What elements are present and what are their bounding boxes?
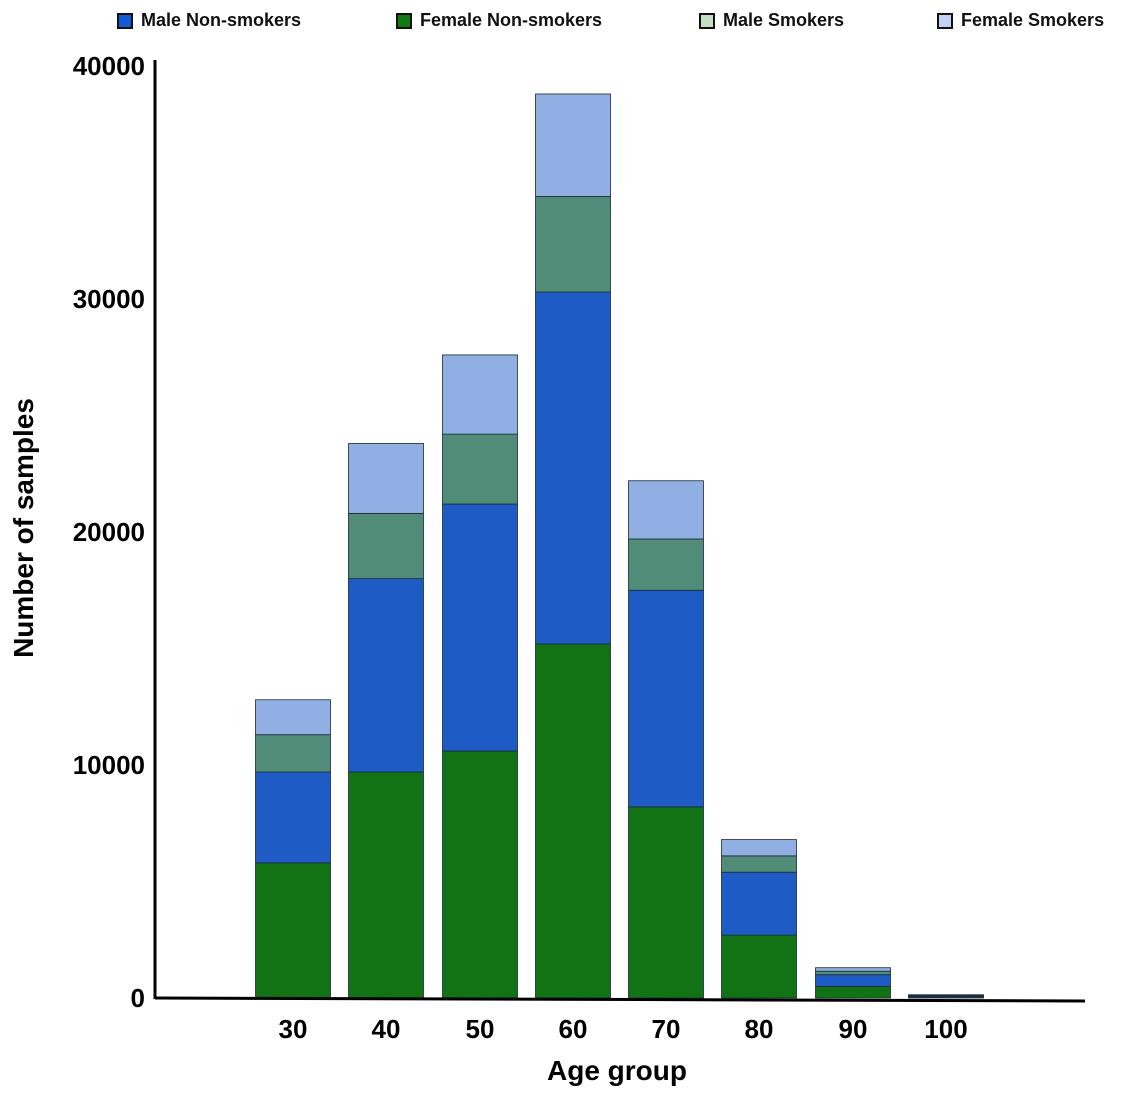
bar-female-smokers-50 <box>442 354 518 435</box>
bar-female-smokers-40 <box>348 443 424 514</box>
legend-item-male-smokers: Male Smokers <box>699 10 844 31</box>
bar-male-non-smokers-70 <box>628 589 704 808</box>
bar-male-non-smokers-30 <box>255 771 331 864</box>
bar-female-smokers-70 <box>628 480 704 540</box>
x-tick-label-60: 60 <box>559 1014 588 1044</box>
bar-male-non-smokers-60 <box>535 291 611 645</box>
x-tick-label-80: 80 <box>745 1014 774 1044</box>
x-tick-label-70: 70 <box>652 1014 681 1044</box>
y-axis-title: Number of samples <box>8 398 39 658</box>
y-tick-label-30000: 30000 <box>73 284 145 314</box>
bar-female-smokers-80 <box>721 839 797 857</box>
x-tick-label-30: 30 <box>279 1014 308 1044</box>
x-tick-label-40: 40 <box>372 1014 401 1044</box>
bar-male-smokers-80 <box>721 855 797 873</box>
bars-group <box>255 93 984 999</box>
bar-female-smokers-90 <box>815 967 891 972</box>
bar-female-non-smokers-40 <box>348 771 424 999</box>
legend-label-female-smokers: Female Smokers <box>961 10 1105 30</box>
legend-swatch-female-smokers <box>937 12 953 29</box>
legend-item-male-non-smokers: Male Non-smokers <box>117 10 301 31</box>
bar-female-smokers-30 <box>255 699 331 736</box>
bar-female-smokers-100 <box>908 994 984 996</box>
bar-female-non-smokers-80 <box>721 934 797 999</box>
bar-female-smokers-60 <box>535 93 611 197</box>
bar-male-smokers-40 <box>348 512 424 579</box>
bar-male-non-smokers-40 <box>348 578 424 773</box>
bar-female-non-smokers-70 <box>628 806 704 999</box>
legend-swatch-female-non-smokers <box>396 12 412 29</box>
bar-female-non-smokers-50 <box>442 750 518 999</box>
x-tick-labels: 30 40 50 60 70 80 90 100 <box>279 1014 968 1044</box>
y-tick-label-10000: 10000 <box>73 750 145 780</box>
bar-male-smokers-70 <box>628 538 704 591</box>
x-tick-label-100: 100 <box>924 1014 967 1044</box>
y-tick-label-0: 0 <box>131 983 145 1013</box>
y-tick-labels: 0 10000 20000 30000 40000 <box>73 51 145 1013</box>
bar-male-non-smokers-50 <box>442 503 518 752</box>
x-axis-line <box>154 996 1086 1003</box>
bar-female-non-smokers-60 <box>535 643 611 999</box>
x-tick-label-90: 90 <box>839 1014 868 1044</box>
x-axis-title: Age group <box>547 1055 687 1086</box>
bar-female-non-smokers-90 <box>815 985 891 999</box>
bar-male-non-smokers-90 <box>815 974 891 987</box>
bar-male-smokers-50 <box>442 433 518 505</box>
bar-male-smokers-60 <box>535 196 611 293</box>
bar-male-smokers-30 <box>255 734 331 773</box>
legend: Male Non-smokers Female Non-smokers Male… <box>0 10 1123 36</box>
bar-male-non-smokers-80 <box>721 871 797 936</box>
x-tick-label-50: 50 <box>466 1014 495 1044</box>
y-tick-label-40000: 40000 <box>73 51 145 81</box>
legend-label-male-non-smokers: Male Non-smokers <box>141 10 302 30</box>
legend-item-female-smokers: Female Smokers <box>937 10 1104 31</box>
legend-label-female-non-smokers: Female Non-smokers <box>420 10 603 30</box>
bar-female-non-smokers-30 <box>255 862 331 999</box>
bar-male-smokers-90 <box>815 970 891 976</box>
legend-item-female-non-smokers: Female Non-smokers <box>396 10 602 31</box>
y-tick-label-20000: 20000 <box>73 517 145 547</box>
legend-swatch-male-smokers <box>699 12 715 29</box>
legend-label-male-smokers: Male Smokers <box>723 10 845 30</box>
legend-swatch-male-non-smokers <box>117 12 133 29</box>
